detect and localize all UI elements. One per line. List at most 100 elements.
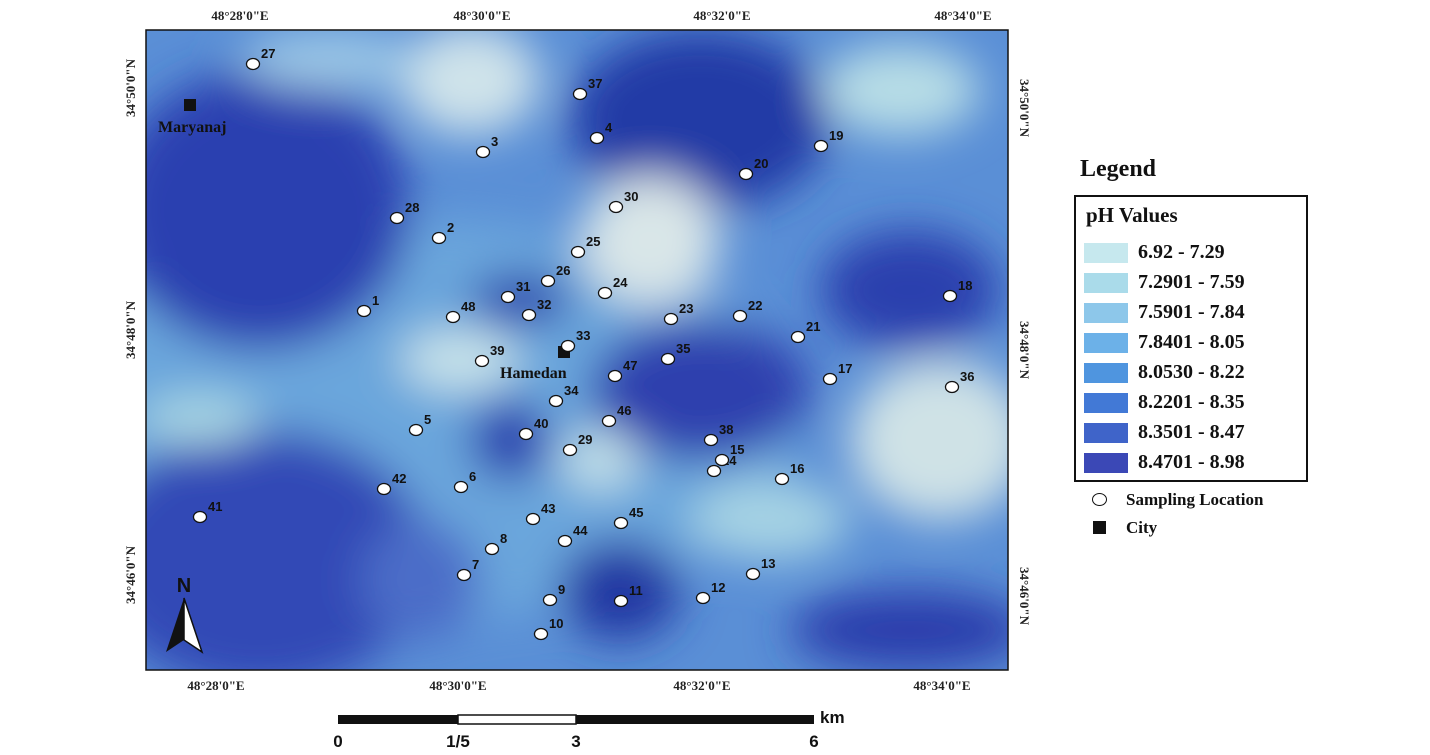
legend-class-label: 8.4701 - 8.98: [1138, 451, 1245, 473]
sampling-point-label: 1: [372, 293, 379, 308]
sampling-point: 46: [601, 403, 631, 428]
ph-surface: [146, 30, 1008, 670]
legend-swatch: [1084, 423, 1128, 443]
sampling-point-marker: [484, 542, 500, 556]
sampling-point: 11: [613, 583, 643, 608]
legend-class-label: 8.0530 - 8.22: [1138, 361, 1245, 383]
sampling-point: 9: [542, 582, 565, 607]
sampling-point-label: 31: [516, 279, 530, 294]
sampling-point-marker: [456, 568, 472, 582]
sampling-point-marker: [822, 372, 838, 386]
sampling-point-marker: [548, 394, 564, 408]
sampling-point-label: 22: [748, 298, 762, 313]
sampling-point: 8: [484, 531, 507, 556]
sampling-point: 21: [790, 319, 820, 344]
sampling-point-label: 16: [790, 461, 804, 476]
sampling-point-label: 47: [623, 358, 637, 373]
sampling-point-label: 33: [576, 328, 590, 343]
sampling-point-marker: [589, 131, 605, 145]
sampling-point: 1: [356, 293, 379, 318]
sampling-point-label: 36: [960, 369, 974, 384]
sampling-point: 43: [525, 501, 555, 526]
map-frame: [145, 29, 1009, 671]
sampling-point-marker: [376, 482, 392, 496]
sampling-point: 36: [944, 369, 974, 394]
sampling-point-marker: [613, 516, 629, 530]
sampling-point-label: 21: [806, 319, 820, 334]
sampling-point-label: 34: [564, 383, 579, 398]
sampling-point-marker: [601, 414, 617, 428]
sampling-point: 40: [518, 416, 548, 441]
sampling-point-marker: [356, 304, 372, 318]
city-icon: [1093, 521, 1106, 534]
sampling-point-label: 15: [730, 442, 744, 457]
sampling-point: 15: [714, 442, 744, 467]
sampling-point-label: 48: [461, 299, 475, 314]
sampling-point-label: 10: [549, 616, 563, 631]
legend-subtitle: pH Values: [1086, 203, 1178, 227]
sampling-point-label: 24: [613, 275, 628, 290]
sampling-point-marker: [542, 593, 558, 607]
sampling-point-marker: [389, 211, 405, 225]
sampling-point-marker: [942, 289, 958, 303]
sampling-point-label: 42: [392, 471, 406, 486]
sampling-point-marker: [525, 512, 541, 526]
sampling-point-label: 28: [405, 200, 419, 215]
sampling-point-label: 41: [208, 499, 222, 514]
sampling-point-marker: [774, 472, 790, 486]
legend-class-label: 7.2901 - 7.59: [1138, 271, 1245, 293]
legend-class-label: 7.5901 - 7.84: [1138, 301, 1245, 323]
sampling-point: 16: [774, 461, 804, 486]
sampling-point: 41: [192, 499, 222, 524]
sampling-point-label: 26: [556, 263, 570, 278]
sampling-point: 7: [456, 557, 479, 582]
sampling-point: 31: [500, 279, 530, 304]
north-arrow-icon: [166, 598, 184, 652]
bottom-axis-label: 48°34'0"E: [913, 678, 970, 693]
sampling-point: 29: [562, 432, 592, 457]
legend-swatch: [1084, 243, 1128, 263]
right-axis: 34°50'0"N 34°48'0"N 34°46'0"N: [1017, 79, 1032, 626]
sampling-point-marker: [431, 231, 447, 245]
sampling-point-label: 17: [838, 361, 852, 376]
sampling-point-marker: [732, 309, 748, 323]
sampling-point-label: 4: [605, 120, 613, 135]
sampling-point-marker: [475, 145, 491, 159]
sampling-point-label: 25: [586, 234, 600, 249]
legend-swatch: [1084, 453, 1128, 473]
sampling-point-label: 46: [617, 403, 631, 418]
city-legend-label: City: [1126, 518, 1158, 537]
sampling-point-label: 18: [958, 278, 972, 293]
sampling-point: 32: [521, 297, 551, 322]
legend-class-label: 7.8401 - 8.05: [1138, 331, 1245, 353]
top-axis-label: 48°34'0"E: [934, 8, 991, 23]
legend-box: pH Values 6.92 - 7.29 7.2901 - 7.59 7.5901…: [1074, 195, 1308, 482]
sampling-point-marker: [703, 433, 719, 447]
sampling-point-marker: [714, 453, 730, 467]
sampling-point-marker: [570, 245, 586, 259]
sampling-point: 34: [548, 383, 579, 408]
sampling-point-label: 6: [469, 469, 476, 484]
sampling-point-marker: [533, 627, 549, 641]
sampling-point-marker: [518, 427, 534, 441]
sampling-point-marker: [813, 139, 829, 153]
sampling-point-marker: [663, 312, 679, 326]
sampling-point-label: 3: [491, 134, 498, 149]
legend-swatch: [1084, 333, 1128, 353]
sampling-point-label: 5: [424, 412, 431, 427]
sampling-point-marker: [790, 330, 806, 344]
sampling-point: 48: [445, 299, 475, 324]
sampling-point-label: 27: [261, 46, 275, 61]
sampling-point: 45: [613, 505, 643, 530]
left-axis-label: 34°50'0"N: [123, 58, 138, 117]
sampling-point-label: 12: [711, 580, 725, 595]
sampling-point: 22: [732, 298, 762, 323]
sampling-point: 38: [703, 422, 733, 447]
sampling-point-label: 7: [472, 557, 479, 572]
sampling-point-marker: [613, 594, 629, 608]
sampling-point-marker: [660, 352, 676, 366]
left-axis: 34°50'0"N 34°48'0"N 34°46'0"N: [123, 58, 138, 604]
sampling-point-marker: [192, 510, 208, 524]
sampling-location-icon: [1092, 493, 1107, 506]
legend-swatch: [1084, 303, 1128, 323]
